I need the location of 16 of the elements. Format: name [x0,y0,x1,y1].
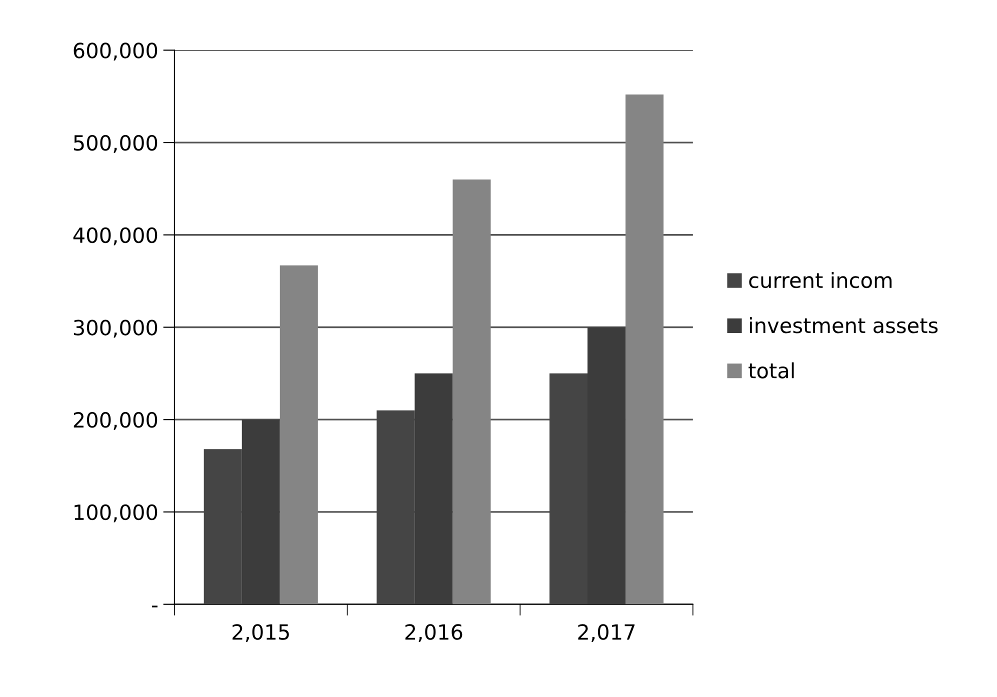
y-tick-label: - [152,606,158,608]
bar [626,94,664,604]
legend-label: current incom [749,272,892,288]
x-tick-label: 2,015 [232,624,289,642]
x-tick-label: 2,016 [405,624,462,642]
y-tick-label: 300,000 [74,320,158,338]
bar [452,179,491,604]
x-tick-label: 2,017 [578,624,635,642]
y-tick-label: 200,000 [74,412,158,430]
y-tick-label: 500,000 [74,134,158,153]
y-tick-label: 100,000 [74,504,158,522]
legend-label: investment assets [750,317,938,334]
y-tick-label: 400,000 [73,227,158,246]
bar [280,265,318,604]
legend-label: total [748,362,794,378]
y-tick-label: 600,000 [74,42,158,61]
